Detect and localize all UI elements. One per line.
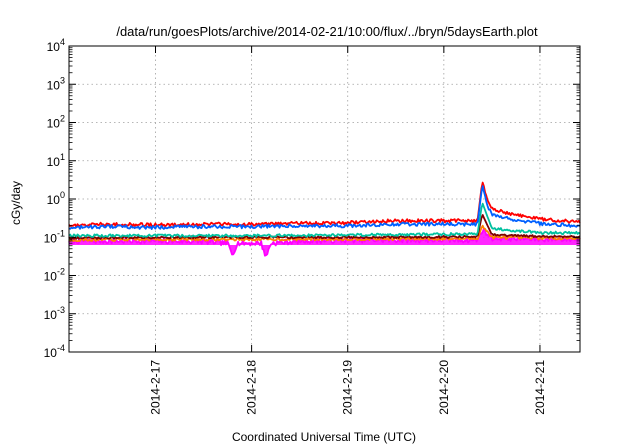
x-tick-label: 2014-2-17 bbox=[149, 360, 163, 415]
series-line bbox=[68, 214, 581, 241]
x-tick-label: 2014-2-21 bbox=[533, 360, 547, 415]
y-tick-label: 101 bbox=[47, 152, 65, 169]
x-tick-label: 2014-2-19 bbox=[341, 360, 355, 415]
y-tick-labels: 10-4 10-3 10-2 10-1 100 101 102 103 104 bbox=[44, 37, 65, 360]
y-axis-label: cGy/day bbox=[9, 181, 23, 225]
x-axis-label: Coordinated Universal Time (UTC) bbox=[232, 430, 416, 444]
y-tick-label: 100 bbox=[47, 190, 65, 207]
series-layer bbox=[68, 181, 581, 257]
series-line bbox=[68, 202, 581, 238]
x-tick-label: 2014-2-18 bbox=[245, 360, 259, 415]
y-tick-label: 10-2 bbox=[44, 267, 65, 284]
x-tick-labels: 2014-2-17 2014-2-18 2014-2-19 2014-2-20 2014… bbox=[149, 360, 547, 415]
grid bbox=[69, 46, 580, 352]
tick-marks bbox=[69, 45, 580, 353]
series-line bbox=[68, 185, 581, 230]
y-tick-label: 10-4 bbox=[44, 343, 65, 360]
y-tick-label: 104 bbox=[47, 37, 65, 54]
y-tick-label: 10-1 bbox=[44, 228, 65, 245]
x-tick-label: 2014-2-20 bbox=[437, 360, 451, 415]
y-tick-label: 10-3 bbox=[44, 305, 65, 322]
y-tick-label: 102 bbox=[47, 114, 65, 131]
y-tick-label: 103 bbox=[47, 75, 65, 92]
series-line bbox=[68, 227, 581, 257]
series-line bbox=[68, 181, 581, 228]
chart-title: /data/run/goesPlots/archive/2014-02-21/1… bbox=[116, 24, 538, 39]
